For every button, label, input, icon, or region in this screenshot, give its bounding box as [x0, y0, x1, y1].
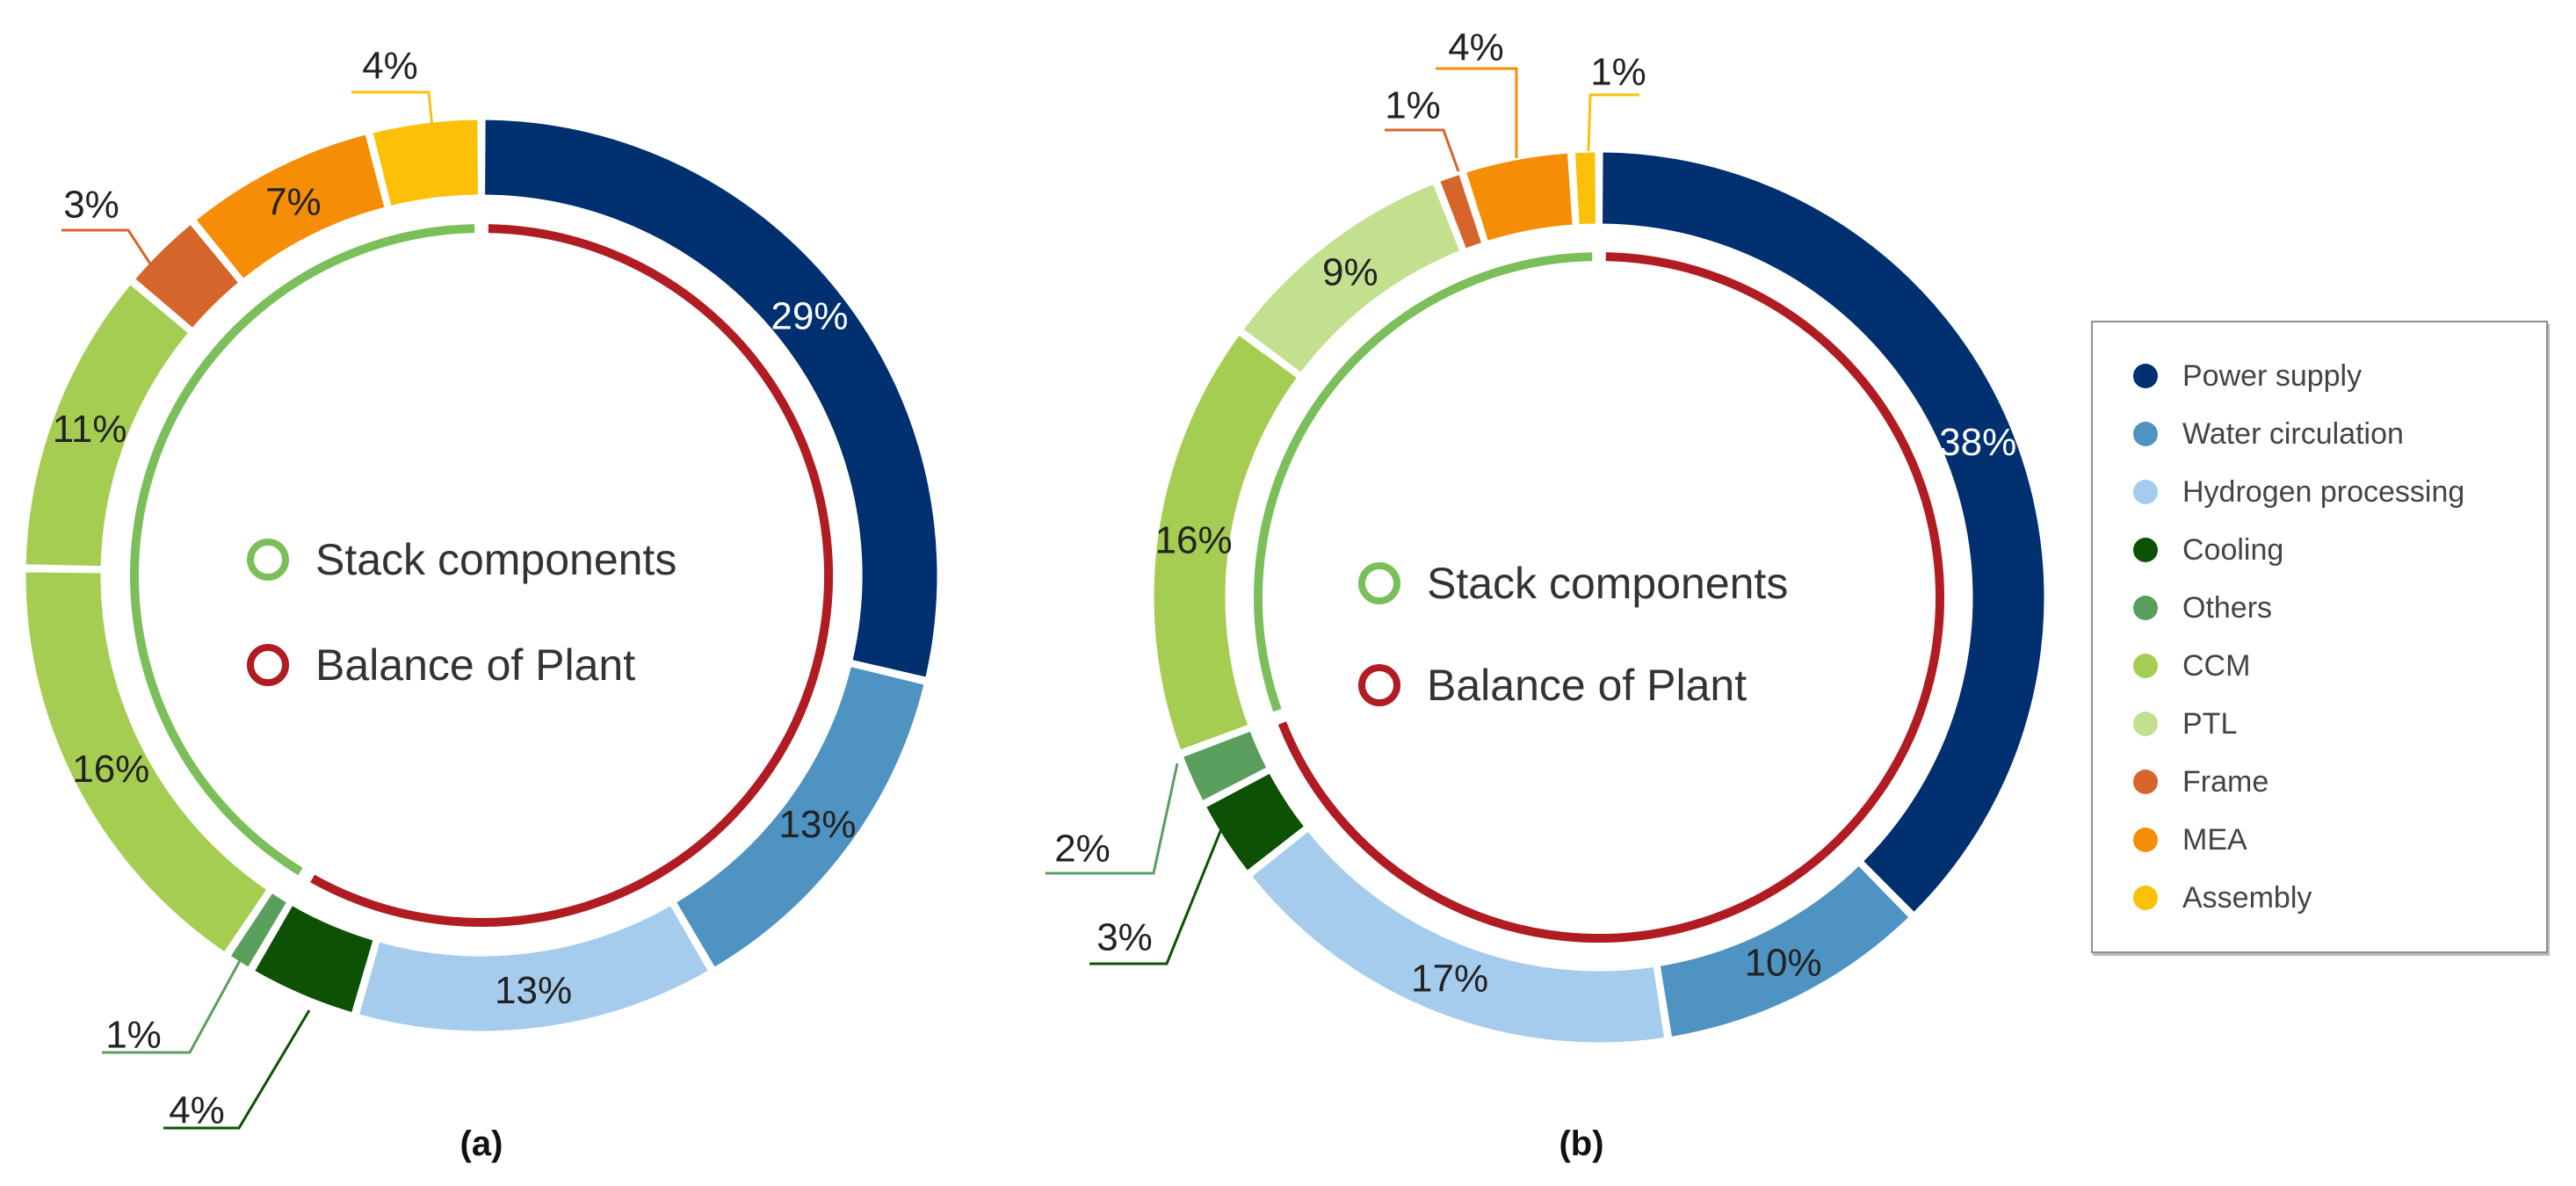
slice-power-supply [482, 117, 940, 680]
donut-chart-b: 38%10%17%3%2%16%9%1%4%1%Stack components… [1046, 26, 2047, 1163]
slice-mea [1463, 150, 1575, 244]
legend-label: MEA [2182, 822, 2247, 857]
slice-ccm [23, 569, 271, 956]
legend-swatch [2133, 654, 2158, 678]
center-legend-label-stack-components: Stack components [1427, 559, 1788, 608]
data-label-power-supply: 29% [771, 294, 848, 337]
data-label-cooling: 3% [1096, 916, 1153, 959]
callout-line-mea [1436, 67, 1518, 158]
data-label-ccm: 16% [72, 748, 149, 791]
slice-ccm [1151, 331, 1300, 753]
slice-ptl [23, 281, 192, 569]
legend-swatch [2133, 712, 2158, 736]
data-label-ccm: 16% [1155, 518, 1233, 561]
data-label-mea: 4% [1448, 26, 1504, 69]
slice-water-circulation [673, 663, 927, 971]
legend-label: CCM [2182, 648, 2251, 683]
legend-label: PTL [2182, 706, 2238, 741]
legend-label: Power supply [2182, 358, 2363, 393]
slice-power-supply [1600, 149, 2047, 915]
callout-line-frame [1385, 128, 1460, 172]
legend-label: Hydrogen processing [2182, 474, 2465, 509]
data-label-water-circulation: 10% [1745, 942, 1822, 985]
chart-subtitle-a: (a) [460, 1125, 503, 1163]
legend-item-ccm: CCM [2133, 637, 2546, 695]
legend-label: Frame [2182, 764, 2269, 799]
legend-label: Cooling [2182, 532, 2284, 567]
center-legend-marker-stack-components [247, 539, 289, 581]
legend-swatch [2133, 480, 2158, 504]
legend-item-ptl: PTL [2133, 695, 2546, 753]
slice-frame [132, 221, 242, 331]
slice-ptl [1240, 181, 1463, 376]
center-legend-marker-balance-of-plant [247, 644, 289, 686]
callout-line-assembly [351, 90, 435, 137]
legend-label: Others [2182, 590, 2273, 625]
arc-stack-components [130, 224, 475, 876]
legend-swatch [2133, 770, 2158, 794]
legend-item-others: Others [2133, 579, 2546, 637]
data-label-hydrogen-processing: 13% [495, 969, 572, 1012]
arc-stack-components [1254, 252, 1593, 712]
legend-swatch [2133, 364, 2158, 388]
donut-chart-a: 29%13%13%4%1%16%11%3% 7%4%Stack component… [23, 45, 940, 1163]
data-label-power-supply: 38% [1939, 421, 2016, 464]
legend-item-hydrogen-processing: Hydrogen processing [2133, 463, 2546, 521]
center-legend-marker-stack-components [1358, 562, 1400, 604]
legend-item-mea: MEA [2133, 811, 2546, 869]
data-label-frame: 3% [63, 184, 119, 227]
legend-swatch [2133, 886, 2158, 910]
data-label-others: 1% [105, 1014, 162, 1057]
data-label-assembly: 1% [1590, 51, 1646, 94]
data-label-ptl: 9% [1322, 250, 1378, 293]
slice-cooling [251, 902, 377, 1016]
center-legend-label-balance-of-plant: Balance of Plant [1427, 661, 1747, 710]
callout-line-cooling [1089, 811, 1230, 965]
slice-others [227, 890, 290, 971]
callout-line-others [1046, 763, 1179, 875]
legend: Power supply Water circulation Hydrogen pr… [2091, 321, 2548, 953]
legend-item-power-supply: Power supply [2133, 347, 2546, 405]
data-label-water-circulation: 13% [778, 803, 856, 846]
legend-item-water-circulation: Water circulation [2133, 405, 2546, 463]
callout-line-others [102, 955, 244, 1054]
legend-swatch [2133, 828, 2158, 852]
legend-label: Assembly [2182, 880, 2312, 915]
slice-hydrogen-processing [1248, 828, 1668, 1045]
slice-cooling [1203, 770, 1307, 874]
legend-swatch [2133, 538, 2158, 562]
legend-swatch [2133, 596, 2158, 620]
legend-swatch [2133, 422, 2158, 446]
legend-item-assembly: Assembly [2133, 869, 2546, 927]
legend-item-frame: Frame [2133, 753, 2546, 811]
legend-label: Water circulation [2182, 416, 2404, 451]
chart-subtitle-b: (b) [1559, 1125, 1603, 1163]
callout-line-assembly [1587, 93, 1639, 152]
slice-water-circulation [1657, 862, 1913, 1040]
data-label-others: 2% [1054, 828, 1111, 871]
legend-item-cooling: Cooling [2133, 521, 2546, 579]
data-label-cooling: 4% [169, 1089, 225, 1132]
data-label-hydrogen-processing: 17% [1411, 957, 1488, 1000]
data-label-ptl: 11% [53, 408, 127, 451]
data-label-assembly: 4% [362, 45, 418, 88]
arc-balance-of-plant [310, 224, 833, 927]
data-label-mea: 7% [265, 180, 322, 223]
slice-assembly [1572, 149, 1598, 228]
slice-mea [192, 131, 387, 282]
data-label-frame: 1% [1385, 84, 1441, 127]
callout-line-cooling [163, 1009, 311, 1130]
callout-line-frame [62, 228, 156, 271]
slice-others [1180, 727, 1270, 804]
slice-hydrogen-processing [356, 902, 712, 1034]
center-legend-marker-balance-of-plant [1358, 664, 1400, 706]
slice-frame [1436, 171, 1485, 252]
arc-balance-of-plant [1277, 252, 1944, 943]
center-legend-label-balance-of-plant: Balance of Plant [315, 640, 635, 690]
center-legend-label-stack-components: Stack components [315, 535, 677, 584]
slice-assembly [370, 117, 481, 209]
